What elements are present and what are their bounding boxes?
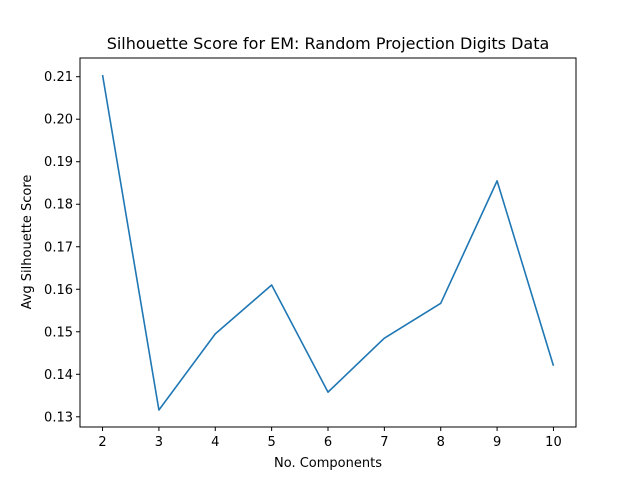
x-axis-label: No. Components [274,456,382,471]
x-axis: 2 3 4 5 6 7 8 9 10 [98,427,562,450]
x-tick-label: 8 [437,435,445,450]
y-tick-label: 0.20 [44,113,73,128]
y-axis: 0.13 0.14 0.15 0.16 0.17 0.18 0.19 0.20 0.21 [44,70,80,425]
x-tick-label: 3 [155,435,163,450]
y-tick-label: 0.13 [44,410,73,425]
y-tick-label: 0.21 [44,70,73,85]
x-tick-label: 5 [267,435,275,450]
x-tick-label: 9 [493,435,501,450]
plot-frame [79,57,577,428]
y-tick-label: 0.18 [44,198,73,213]
x-tick-label: 10 [545,435,562,450]
y-tick-label: 0.17 [44,240,73,255]
x-tick-label: 6 [324,435,332,450]
y-tick-label: 0.19 [44,155,73,170]
plot-area [101,74,555,411]
y-tick-label: 0.16 [44,283,73,298]
y-tick-label: 0.14 [44,368,73,383]
x-tick-label: 7 [380,435,388,450]
y-axis-label: Avg Silhouette Score [20,175,35,310]
series-line-1 [101,74,555,411]
chart-title: Silhouette Score for EM: Random Projecti… [107,34,550,53]
y-tick-label: 0.15 [44,325,73,340]
x-tick-label: 4 [211,435,219,450]
x-tick-label: 2 [98,435,106,450]
